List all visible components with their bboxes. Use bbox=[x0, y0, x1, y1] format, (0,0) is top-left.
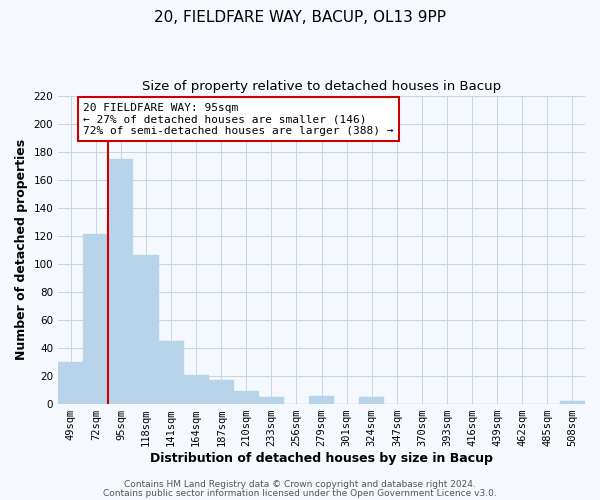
Title: Size of property relative to detached houses in Bacup: Size of property relative to detached ho… bbox=[142, 80, 501, 93]
Bar bbox=[133, 256, 158, 404]
Bar bbox=[234, 392, 259, 404]
Bar bbox=[158, 341, 184, 404]
Bar bbox=[58, 362, 83, 404]
Bar bbox=[209, 380, 234, 404]
Text: 20, FIELDFARE WAY, BACUP, OL13 9PP: 20, FIELDFARE WAY, BACUP, OL13 9PP bbox=[154, 10, 446, 25]
Text: 20 FIELDFARE WAY: 95sqm
← 27% of detached houses are smaller (146)
72% of semi-d: 20 FIELDFARE WAY: 95sqm ← 27% of detache… bbox=[83, 102, 394, 136]
Bar bbox=[359, 397, 385, 404]
X-axis label: Distribution of detached houses by size in Bacup: Distribution of detached houses by size … bbox=[150, 452, 493, 465]
Bar bbox=[560, 402, 585, 404]
Text: Contains HM Land Registry data © Crown copyright and database right 2024.: Contains HM Land Registry data © Crown c… bbox=[124, 480, 476, 489]
Bar bbox=[309, 396, 334, 404]
Bar bbox=[184, 374, 209, 404]
Bar bbox=[83, 234, 109, 404]
Y-axis label: Number of detached properties: Number of detached properties bbox=[15, 140, 28, 360]
Bar bbox=[259, 397, 284, 404]
Bar bbox=[109, 158, 133, 404]
Text: Contains public sector information licensed under the Open Government Licence v3: Contains public sector information licen… bbox=[103, 488, 497, 498]
